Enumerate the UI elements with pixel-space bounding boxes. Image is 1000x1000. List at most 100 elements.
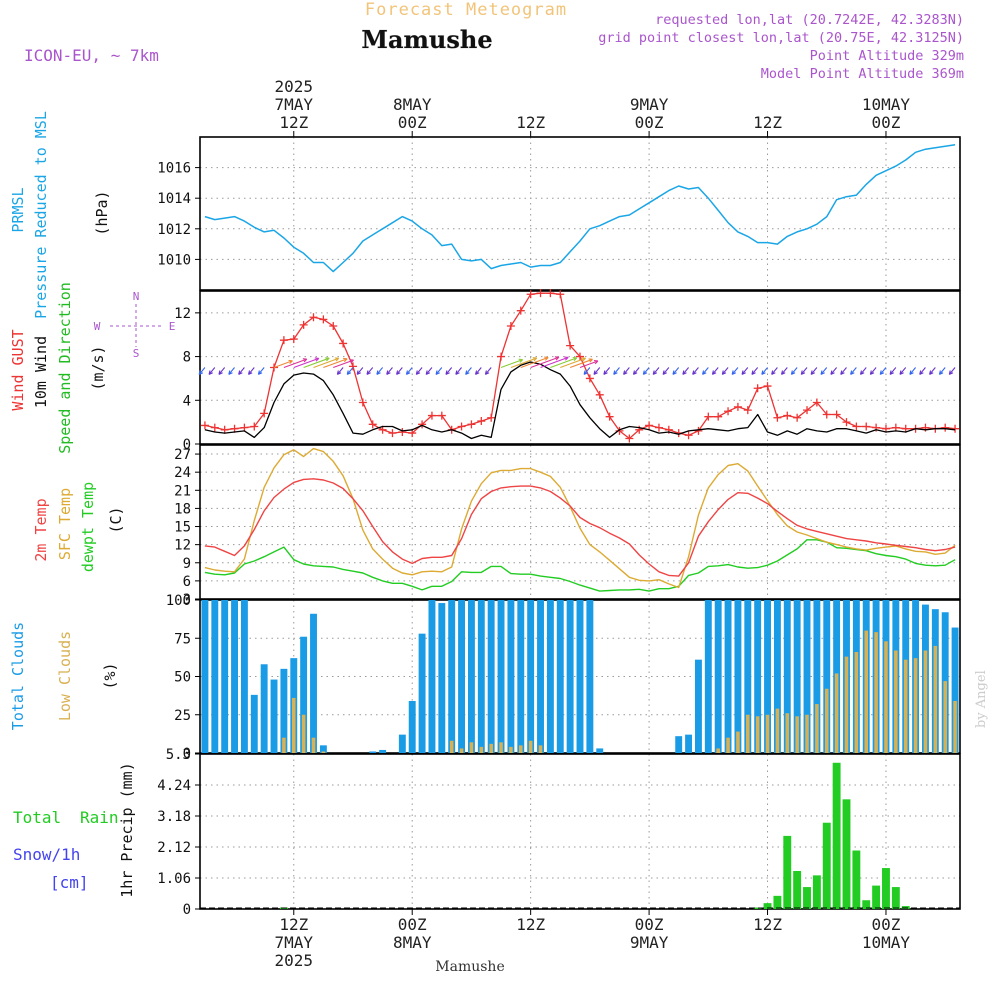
totalclouds-axis-label: Total Clouds [9,622,27,730]
wind-direction-arrow [850,367,857,375]
total-clouds-bar [270,679,278,753]
wind-direction-arrow [520,356,549,369]
pressure-axis-label: PRMSL [9,187,27,232]
y-tick-label: 27 [174,447,191,463]
y-tick-label: 3 [183,592,191,608]
total-clouds-bar [517,600,525,753]
gust-point [497,352,506,361]
gust-point [645,421,654,430]
gust-point [714,412,723,421]
credit: by Angel [974,670,989,728]
total-clouds-bar [319,745,327,753]
wind-direction-arrowhead [564,356,569,361]
gust-point [289,335,298,344]
gust-point [576,352,584,361]
wind-direction-arrowhead [343,357,348,363]
wind-line [204,361,956,440]
wind-direction-arrowhead [445,370,450,375]
total-clouds-bar [467,600,475,753]
wind-direction-arrow [323,358,348,369]
low-clouds-bar [291,697,296,753]
gust-point [753,384,762,393]
wind-direction-arrowhead [632,370,638,375]
wind-direction-arrowhead [334,357,340,362]
precip-total-label: Total [13,808,61,827]
total-clouds-bar [734,600,742,753]
wind-direction-arrow [642,367,650,375]
wind-direction-arrowhead [415,370,421,375]
gust-point [329,321,338,330]
y-tick-label: 9 [183,556,191,572]
gust-point [585,374,594,383]
precip-bar [763,903,772,909]
total-clouds-bar [300,636,308,753]
low-clouds-bar [913,658,918,753]
low-clouds-bar [321,751,326,753]
wind-direction-arrow [500,359,523,369]
y-tick-label: 4.24 [157,778,191,794]
compass-e: E [169,320,176,333]
low-clouds-bar [834,673,839,753]
requested-lonlat: requested lon,lat (20.7242E, 42.3283N) [655,12,964,28]
precip-cm-label: [cm] [50,873,89,892]
wind-direction-arrowhead [771,370,776,375]
wind-direction-arrowhead [336,370,342,375]
low-clouds-bar [805,714,809,753]
total-clouds-bar [448,600,456,753]
gust-point [812,398,821,407]
wind-direction-arrowhead [572,356,578,362]
wind-direction-arrowhead [840,370,845,375]
time-label-bottom: 2025 [275,951,314,970]
wind-direction-arrow [771,367,778,375]
gust-point [862,422,871,431]
total-clouds-bar [477,600,485,753]
wind-direction-arrowhead [376,370,381,375]
gust-point [556,290,565,299]
low-clouds-bar [884,641,888,753]
gust-point [309,313,318,322]
wind-direction-arrow [682,367,689,375]
gust-point [279,336,288,345]
wind-direction-arrowhead [623,370,628,375]
wind-direction-arrow [303,357,330,369]
total-clouds-bar [507,600,515,753]
wind-direction-arrow [879,367,887,375]
time-label-bottom: 12Z [753,915,782,934]
wind-direction-arrow [540,356,569,369]
total-clouds-bar [458,600,466,753]
wind-direction-arrow [633,367,640,375]
wind-direction-arrowhead [386,370,391,375]
gust-point [437,411,446,420]
precip-panel-frame [199,753,961,910]
wind-direction-arrow [593,367,601,375]
gust-point [210,423,219,432]
wind-direction-arrowhead [859,370,865,375]
precip-bar [783,835,792,909]
low-clouds-bar [923,650,928,753]
time-label-top: 10MAY [862,95,911,114]
low-clouds-bar [765,714,770,753]
total-clouds-bar [527,600,535,753]
lowclouds-axis-label: Low Clouds [56,631,74,721]
wind-direction-arrow [623,367,630,375]
gust-point [299,320,308,329]
wind-direction-arrow [415,367,423,375]
gridpoint-lonlat: grid point closest lon,lat (20.75E, 42.3… [598,30,964,46]
gust-point [388,429,397,438]
total-clouds-bar [813,600,821,753]
wind-direction-arrowhead [899,370,904,375]
gust-point [783,411,792,420]
gust-point [516,306,525,315]
wind-direction-arrowhead [810,370,816,375]
location-title: Mamushe [361,25,492,54]
low-clouds-bar [854,652,859,753]
wind-direction-arrowhead [741,370,746,375]
time-label-top: 2025 [275,77,314,96]
wind-direction-arrow [475,367,482,375]
wind-direction-arrow [761,367,768,375]
wind-direction-arrow [613,367,620,375]
gust-point [684,431,693,440]
wind-direction-arrowhead [544,356,549,361]
precip-bar [822,822,831,909]
low-clouds-bar [903,659,908,753]
